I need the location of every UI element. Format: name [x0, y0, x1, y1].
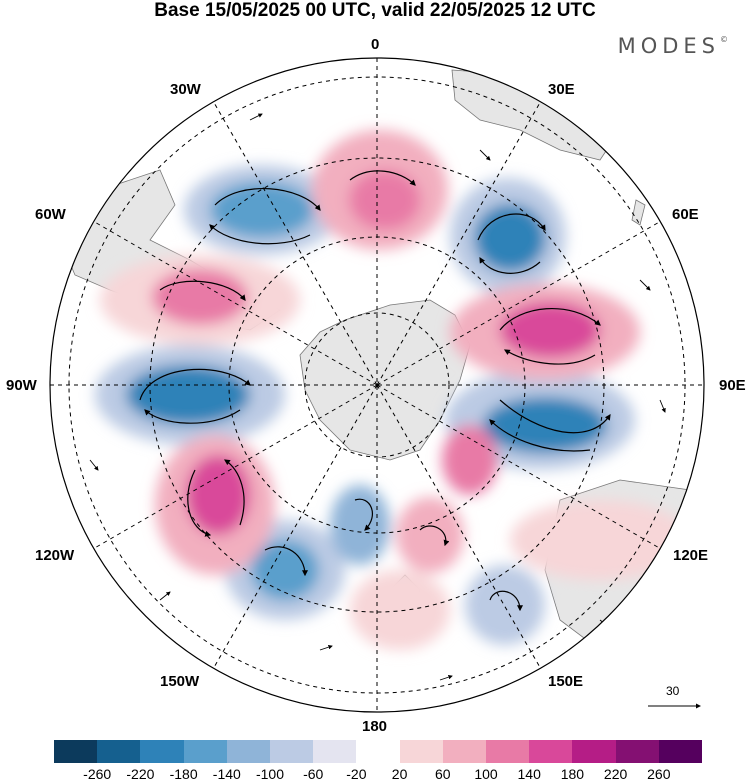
colorbar-swatch-11	[529, 740, 573, 763]
anomaly-high-1-core	[349, 170, 421, 230]
anomaly-high-2-core	[152, 269, 248, 325]
anomaly-high-5	[442, 425, 498, 495]
anomaly-high-3-core	[500, 302, 600, 358]
colorbar-swatch-10	[486, 740, 530, 763]
lon-label-30e: 30E	[548, 81, 575, 98]
colorbar-swatch-13	[615, 740, 659, 763]
colorbar-swatch-0	[54, 740, 98, 763]
colorbar-tick-label: 180	[560, 766, 585, 782]
colorbar-tick-label: 60	[435, 766, 451, 782]
colorbar-swatch-2	[140, 740, 184, 763]
brand-name: MODES	[617, 34, 720, 58]
colorbar-tick-label: 100	[474, 766, 498, 782]
lon-label-0: 0	[371, 36, 380, 53]
lon-label-150e: 150E	[548, 673, 584, 690]
lon-label-120e: 120E	[673, 547, 709, 564]
anomaly-high-6	[396, 497, 464, 573]
colorbar-swatch-9	[442, 740, 487, 763]
lon-label-60e: 60E	[672, 206, 699, 223]
colorbar-swatch-3	[183, 740, 227, 763]
anomaly-low-5-core	[251, 540, 319, 600]
anomaly-field	[95, 130, 690, 650]
copyright-mark: ©	[720, 35, 728, 44]
colorbar-tick-label: -180	[169, 766, 198, 782]
colorbar-tick-label: -220	[126, 766, 155, 782]
colorbar-swatch-7	[356, 740, 400, 763]
colorbar-swatch-5	[270, 740, 314, 763]
lon-label-180: 180	[362, 718, 388, 735]
colorbar-swatch-1	[97, 740, 141, 763]
anomaly-low-2-core	[474, 204, 546, 272]
reference-vector-label: 30	[666, 684, 680, 698]
colorbar-swatch-6	[313, 740, 357, 763]
anomaly-high-8	[510, 500, 690, 580]
colorbar-tick-label: 140	[517, 766, 541, 782]
anomaly-high-7	[350, 570, 450, 650]
colorbar-tick-label: -20	[346, 766, 367, 782]
colorbar-tick-label: -100	[255, 766, 285, 782]
colorbar-swatch-14	[658, 740, 703, 763]
colorbar-tick-label: 220	[603, 766, 628, 782]
colorbar-tick-label: -260	[83, 766, 112, 782]
anomaly-high-4-core	[186, 455, 250, 535]
colorbar-swatch-12	[572, 740, 616, 763]
anomaly-low-6	[330, 485, 390, 565]
anomaly-low-1-core	[210, 182, 314, 238]
anomaly-low-4-core	[483, 397, 607, 453]
map-content	[50, 58, 704, 712]
madagascar-landmass	[631, 199, 646, 226]
modes-logo: MODES©	[618, 34, 728, 58]
colorbar-tick-label: -60	[303, 766, 324, 782]
map-boundary	[49, 57, 705, 713]
anomaly-low-7	[465, 565, 545, 645]
lon-label-120w: 120W	[35, 547, 75, 564]
streamlines	[139, 170, 611, 612]
lon-label-150w: 150W	[160, 673, 200, 690]
anomaly-low-3-core	[126, 365, 250, 425]
colorbar-swatch-8	[399, 740, 443, 763]
colorbar-swatch-4	[226, 740, 271, 763]
colorbar-ticks: -260 -220 -180 -140 -100 -60 -20 20 60 100 140 180 2…	[0, 766, 750, 782]
colorbar	[54, 740, 703, 763]
colorbar-tick-label: -140	[212, 766, 241, 782]
colorbar-tick-label: 260	[647, 766, 671, 782]
lon-label-30w: 30W	[170, 81, 201, 98]
lon-label-90w: 90W	[6, 377, 37, 394]
map-title: Base 15/05/2025 00 UTC, valid 22/05/2025…	[154, 0, 596, 21]
lon-label-90e: 90E	[719, 377, 746, 394]
colorbar-tick-label: 20	[391, 766, 408, 782]
lon-label-60w: 60W	[35, 206, 66, 223]
